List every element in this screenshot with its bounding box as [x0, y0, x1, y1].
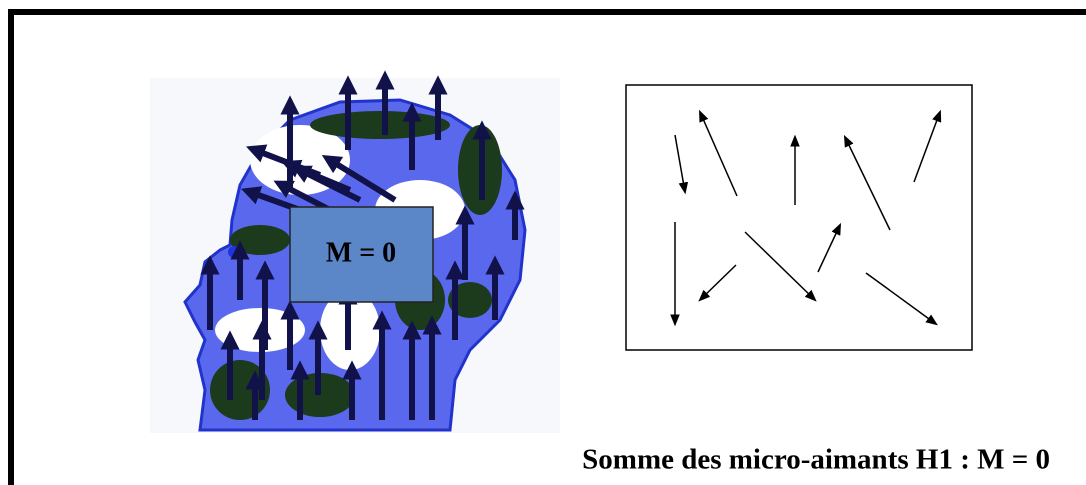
arrow: [843, 134, 891, 231]
frame: [8, 9, 1086, 485]
arrow: [817, 222, 842, 273]
arrow: [699, 109, 738, 197]
arrow: [273, 180, 332, 213]
arrow: [865, 272, 938, 326]
arrow: [744, 231, 817, 302]
arrow: [321, 154, 397, 203]
arrow: [674, 134, 689, 195]
head: M = 0: [150, 70, 560, 433]
caption: Somme des micro-aimants H1 : M = 0: [582, 444, 1050, 476]
arrow: [698, 264, 737, 302]
arrow: [913, 109, 942, 183]
box-label: M = 0: [326, 237, 396, 268]
random-box: [625, 84, 973, 351]
arrow: [291, 165, 362, 203]
m-box: [289, 206, 434, 303]
